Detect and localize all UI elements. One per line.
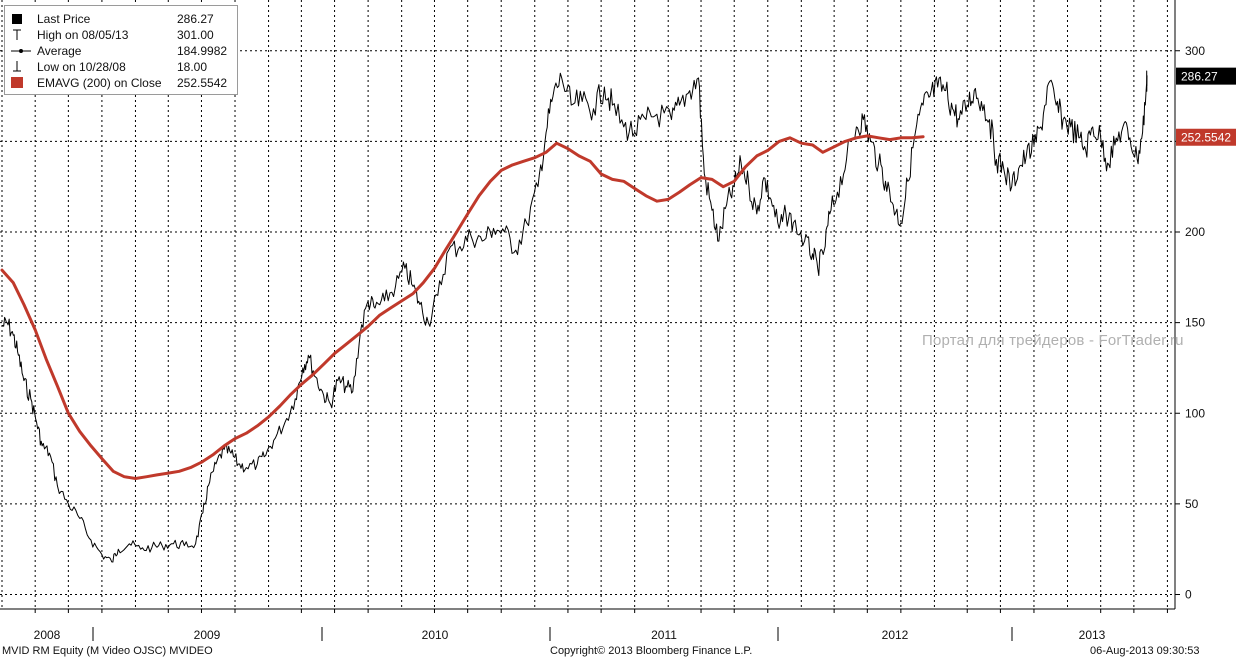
watermark: Портал для трейдеров - ForTrader.ru	[922, 332, 1184, 349]
footer-security: MVID RM Equity (M Video OJSC) MVIDEO	[2, 645, 213, 657]
last-price-tag-bg	[1176, 67, 1236, 85]
high-marker-icon	[11, 28, 23, 41]
ema-tag: 252.5542	[1176, 128, 1236, 146]
y-tick-label: 100	[1185, 406, 1205, 420]
legend-row-low: Low on 10/28/08 18.00	[5, 59, 237, 75]
legend-value: 301.00	[177, 28, 214, 42]
legend-value: 286.27	[177, 12, 214, 26]
legend-row-last-price: Last Price 286.27	[5, 11, 237, 27]
legend-value: 184.9982	[177, 44, 228, 58]
x-tick-label: 2010	[422, 628, 449, 642]
series-layer	[0, 70, 1148, 563]
ema-line	[0, 134, 925, 480]
last-price-tag: 286.27	[1176, 67, 1236, 85]
footer-timestamp: 06-Aug-2013 09:30:53	[1090, 645, 1200, 657]
legend-row-average: Average 184.9982	[5, 43, 237, 59]
x-tick-label: 2009	[194, 628, 221, 642]
footer-copyright: Copyright© 2013 Bloomberg Finance L.P.	[550, 645, 753, 657]
low-marker-icon	[11, 60, 23, 73]
legend-value: 252.5542	[177, 76, 228, 90]
legend-label: EMAVG (200) on Close	[37, 76, 162, 90]
legend: Last Price 286.27 High on 08/05/13 301.0…	[4, 5, 238, 95]
legend-row-ema: EMAVG (200) on Close 252.5542	[5, 75, 237, 91]
ema-tag-text: 252.5542	[1181, 131, 1231, 145]
ema-swatch-icon	[11, 76, 23, 89]
x-axis: 2008 2009 2010 2011 2012 2013	[0, 608, 1175, 642]
x-tick-label: 2012	[882, 628, 909, 642]
x-tick-label: 2013	[1079, 628, 1106, 642]
legend-row-high: High on 08/05/13 301.00	[5, 27, 237, 43]
y-tick-label: 0	[1185, 588, 1192, 602]
x-tick-label: 2008	[34, 628, 61, 642]
y-tick-label: 200	[1185, 225, 1205, 239]
legend-label: Last Price	[37, 12, 91, 26]
y-tick-label: 300	[1185, 44, 1205, 58]
average-marker-icon	[11, 44, 31, 57]
x-tick-label: 2011	[651, 628, 677, 642]
last-price-tag-text: 286.27	[1181, 70, 1218, 84]
legend-value: 18.00	[177, 60, 208, 74]
y-axis: 050100150200250300	[1174, 0, 1205, 609]
last-price-line	[1, 70, 1148, 563]
y-tick-label: 150	[1185, 316, 1205, 330]
y-tick-label: 50	[1185, 497, 1199, 511]
legend-label: High on 08/05/13	[37, 28, 129, 42]
price-tags: 286.27 252.5542	[1176, 67, 1236, 146]
last-price-icon	[11, 12, 23, 25]
legend-label: Average	[37, 44, 82, 58]
ema-tag-bg	[1176, 128, 1236, 146]
legend-label: Low on 10/28/08	[37, 60, 126, 74]
